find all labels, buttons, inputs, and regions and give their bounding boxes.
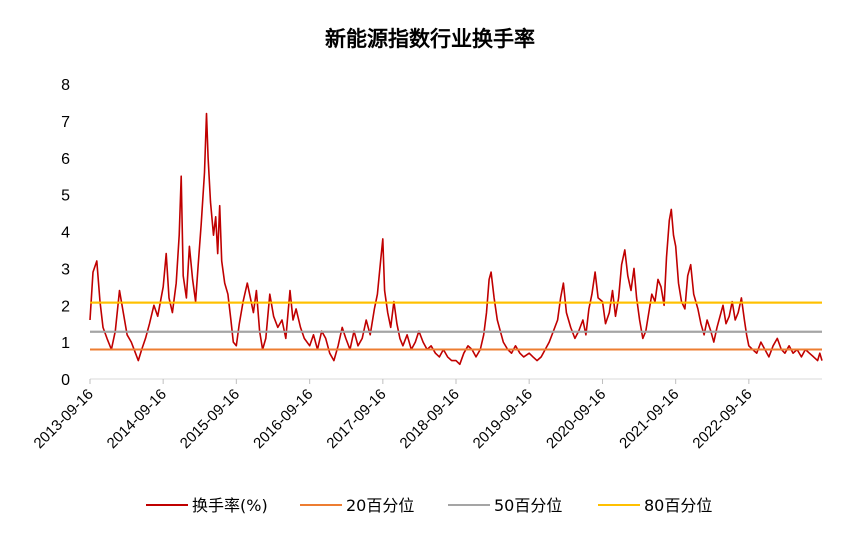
y-tick-label: 7 bbox=[61, 114, 70, 131]
x-axis: 2013-09-16 2014-09-16 2015-09-16 2016-09-16… bbox=[31, 378, 822, 452]
turnover-line bbox=[89, 112, 823, 366]
x-tick-label: 2020-09-16 bbox=[543, 386, 609, 452]
y-tick-label: 2 bbox=[61, 298, 70, 315]
y-tick-label: 4 bbox=[61, 225, 70, 242]
legend-label: 50百分位 bbox=[494, 496, 562, 515]
y-tick-label: 1 bbox=[61, 335, 70, 352]
percentile-lines bbox=[90, 301, 822, 351]
x-tick-label: 2018-09-16 bbox=[397, 386, 463, 452]
y-tick-label: 8 bbox=[61, 77, 70, 94]
x-tick-label: 2015-09-16 bbox=[177, 386, 243, 452]
x-tick-label: 2013-09-16 bbox=[31, 386, 97, 452]
y-tick-label: 3 bbox=[61, 261, 70, 278]
legend: 换手率(%) 20百分位 50百分位 80百分位 bbox=[146, 496, 712, 515]
x-tick-label: 2016-09-16 bbox=[250, 386, 316, 452]
y-tick-label: 5 bbox=[61, 188, 70, 205]
chart-title: 新能源指数行业换手率 bbox=[325, 27, 535, 51]
x-tick-label: 2019-09-16 bbox=[470, 386, 536, 452]
series-layer bbox=[89, 112, 823, 366]
y-tick-label: 0 bbox=[61, 372, 70, 389]
legend-label: 80百分位 bbox=[644, 496, 712, 515]
x-tick-label: 2021-09-16 bbox=[616, 386, 682, 452]
y-axis: 0 1 2 3 4 5 6 7 8 bbox=[61, 77, 70, 389]
legend-label: 换手率(%) bbox=[192, 496, 268, 515]
y-tick-label: 6 bbox=[61, 151, 70, 168]
x-tick-label: 2014-09-16 bbox=[104, 386, 170, 452]
x-tick-label: 2017-09-16 bbox=[323, 386, 389, 452]
legend-label: 20百分位 bbox=[346, 496, 414, 515]
x-tick-label: 2022-09-16 bbox=[689, 386, 755, 452]
